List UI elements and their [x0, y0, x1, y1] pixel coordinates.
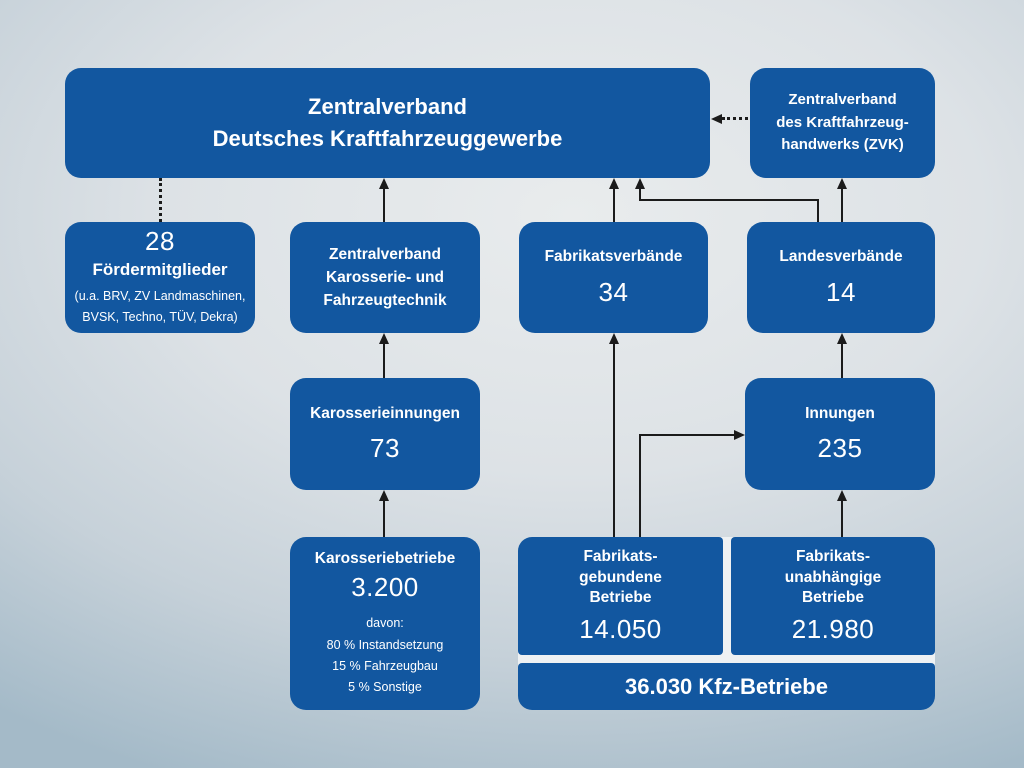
fabrikatsverbaende-count: 34	[598, 276, 629, 307]
node-landesverbaende: Landesverbände 14	[747, 222, 935, 333]
arrowhead-landesv-to-zvk	[837, 178, 847, 189]
arrowhead-landesv-to-zdk	[635, 178, 645, 189]
arrowhead-karoinn-to-zvkaro	[379, 333, 389, 344]
node-zvk-line2: des Kraftfahrzeug-	[776, 113, 909, 131]
node-foerdermitglieder: 28 Fördermitglieder (u.a. BRV, ZV Landma…	[65, 222, 255, 333]
node-zentralverband-dkg-line2: Deutsches Kraftfahrzeuggewerbe	[212, 126, 563, 151]
zv-karosserie-line1: Zentralverband	[329, 245, 441, 263]
node-karosseriebetriebe: Karosseriebetriebe 3.200 davon: 80 % Ins…	[290, 537, 480, 710]
node-karosserieinnungen: Karosserieinnungen 73	[290, 378, 480, 490]
fabrikatsgebundene-line2: gebundene	[579, 568, 662, 586]
connector-karoinn-zvkaro	[383, 342, 385, 378]
fabrikatsunabhaengige-line3: Betriebe	[801, 589, 865, 607]
innungen-count: 235	[817, 433, 863, 464]
connector-fabgeb-innungen-h	[639, 434, 735, 436]
kfz-total-label: 36.030 Kfz-Betriebe	[625, 673, 828, 699]
connector-innungen-landesv	[841, 342, 843, 378]
karosseriebetriebe-detail-2: 15 % Fahrzeugbau	[332, 658, 438, 673]
fabrikatsgebundene-count: 14.050	[579, 614, 662, 645]
node-innungen: Innungen 235	[745, 378, 935, 490]
foerdermitglieder-count: 28	[145, 226, 175, 257]
fabrikatsverbaende-label: Fabrikatsverbände	[544, 248, 683, 266]
connector-fabv-zdk	[613, 187, 615, 222]
zv-karosserie-line3: Fahrzeugtechnik	[323, 292, 447, 310]
fabrikatsunabhaengige-line1: Fabrikats-	[795, 547, 871, 565]
zv-karosserie-line2: Karosserie- und	[325, 268, 444, 286]
node-fabrikatsunabhaengige-betriebe: Fabrikats- unabhängige Betriebe 21.980	[731, 537, 935, 655]
node-zentralverband-dkg: Zentralverband Deutsches Kraftfahrzeugge…	[65, 68, 710, 178]
connector-zvkaro-zdk	[383, 187, 385, 222]
karosseriebetriebe-detail-header: davon:	[366, 616, 404, 631]
connector-fabgeb-innungen-v	[639, 434, 641, 537]
node-zvk: Zentralverband des Kraftfahrzeug- handwe…	[750, 68, 935, 178]
node-zvk-line3: handwerks (ZVK)	[781, 136, 904, 154]
foerdermitglieder-label: Fördermitglieder	[92, 260, 228, 280]
foerdermitglieder-note1: (u.a. BRV, ZV Landmaschinen,	[74, 289, 246, 304]
fabrikatsunabhaengige-line2: unabhängige	[784, 568, 882, 586]
connector-karobetr-karoinn	[383, 499, 385, 537]
connector-landesv-zdk-h	[639, 199, 819, 201]
innungen-label: Innungen	[805, 404, 875, 422]
node-zvk-line1: Zentralverband	[788, 91, 897, 109]
fabrikatsunabhaengige-count: 21.980	[791, 614, 875, 645]
karosserieinnungen-count: 73	[370, 433, 400, 464]
fabrikatsgebundene-line3: Betriebe	[589, 589, 652, 607]
karosseriebetriebe-detail-1: 80 % Instandsetzung	[326, 637, 444, 652]
karosserieinnungen-label: Karosserieinnungen	[310, 404, 460, 422]
connector-landesv-zvk	[841, 187, 843, 222]
connector-fabgeb-fabv	[613, 342, 615, 537]
karosseriebetriebe-label: Karosseriebetriebe	[314, 549, 456, 567]
arrowhead-fabgeb-to-fabv	[609, 333, 619, 344]
landesverbaende-count: 14	[826, 276, 856, 307]
connector-dotted-zvk-zdk	[722, 117, 748, 120]
foerdermitglieder-note2: BVSK, Techno, TÜV, Dekra)	[82, 310, 238, 325]
arrowhead-innungen-to-landesv	[837, 333, 847, 344]
node-zentralverband-dkg-line1: Zentralverband	[308, 94, 467, 120]
arrowhead-fabv-to-zdk	[609, 178, 619, 189]
node-zv-karosserie: Zentralverband Karosserie- und Fahrzeugt…	[290, 222, 480, 333]
arrowhead-zvk-to-zdk	[711, 114, 722, 124]
node-fabrikatsverbaende: Fabrikatsverbände 34	[519, 222, 708, 333]
node-kfz-betriebe-total: 36.030 Kfz-Betriebe	[518, 663, 935, 710]
arrowhead-zvkaro-to-zdk	[379, 178, 389, 189]
arrowhead-fabunab-to-innungen	[837, 490, 847, 501]
landesverbaende-label: Landesverbände	[779, 248, 903, 266]
karosseriebetriebe-count: 3.200	[351, 572, 419, 603]
connector-dotted-zdk-foerdermitglieder	[159, 178, 162, 222]
connector-fabunab-innungen	[841, 499, 843, 537]
karosseriebetriebe-detail-3: 5 % Sonstige	[348, 680, 422, 695]
arrowhead-karobetr-to-karoinn	[379, 490, 389, 501]
connector-landesv-zdk-v1	[639, 187, 641, 201]
node-fabrikatsgebundene-betriebe: Fabrikats- gebundene Betriebe 14.050	[518, 537, 723, 655]
fabrikatsgebundene-line1: Fabrikats-	[583, 547, 658, 565]
arrowhead-fabgeb-to-innungen	[734, 430, 745, 440]
connector-landesv-zdk-v2	[817, 199, 819, 222]
